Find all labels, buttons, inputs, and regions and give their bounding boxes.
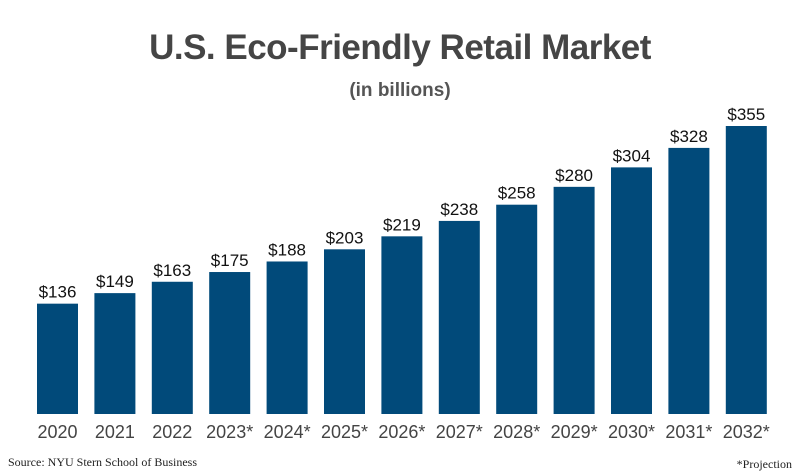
x-tick-label: 2021 — [95, 422, 135, 442]
x-tick-label: 2025* — [321, 422, 368, 442]
data-label: $258 — [498, 184, 536, 203]
bar-2020 — [37, 303, 78, 414]
x-tick-label: 2023* — [206, 422, 253, 442]
bar-2025* — [324, 249, 365, 414]
data-label: $280 — [555, 166, 593, 185]
data-label: $328 — [670, 127, 708, 146]
data-label: $163 — [153, 261, 191, 280]
x-tick-label: 2029* — [551, 422, 598, 442]
x-tick-label: 2032* — [723, 422, 770, 442]
data-label: $136 — [39, 283, 77, 302]
data-label: $203 — [326, 228, 364, 247]
data-label: $219 — [383, 215, 421, 234]
bar-2029* — [553, 186, 595, 414]
x-tick-label: 2022 — [152, 422, 192, 442]
bar-2021 — [94, 293, 136, 414]
chart-subtitle: (in billions) — [349, 80, 451, 101]
x-tick-label: 2026* — [378, 422, 425, 442]
bar-2028* — [496, 204, 538, 414]
chart-title: U.S. Eco-Friendly Retail Market — [149, 28, 651, 67]
data-label: $188 — [268, 240, 306, 259]
x-tick-label: 2024* — [264, 422, 311, 442]
data-label: $304 — [613, 146, 651, 165]
bar-2022 — [151, 281, 193, 414]
data-label: $238 — [440, 200, 478, 219]
data-label: $149 — [96, 272, 134, 291]
data-label: $355 — [727, 105, 765, 124]
x-tick-label: 2030* — [608, 422, 655, 442]
bar-2026* — [381, 236, 423, 414]
x-tick-label: 2028* — [493, 422, 540, 442]
bar-2023* — [209, 272, 251, 414]
bar-2031* — [668, 147, 710, 414]
source-note: Source: NYU Stern School of Business — [8, 455, 197, 469]
projection-note: *Projection — [736, 457, 792, 471]
bar-2032* — [725, 126, 767, 414]
data-label: $175 — [211, 251, 249, 270]
x-tick-label: 2027* — [436, 422, 483, 442]
x-tick-label: 2020 — [37, 422, 77, 442]
bar-2030* — [611, 167, 652, 414]
bar-2027* — [438, 220, 480, 414]
bar-2024* — [266, 261, 308, 414]
x-tick-label: 2031* — [665, 422, 712, 442]
